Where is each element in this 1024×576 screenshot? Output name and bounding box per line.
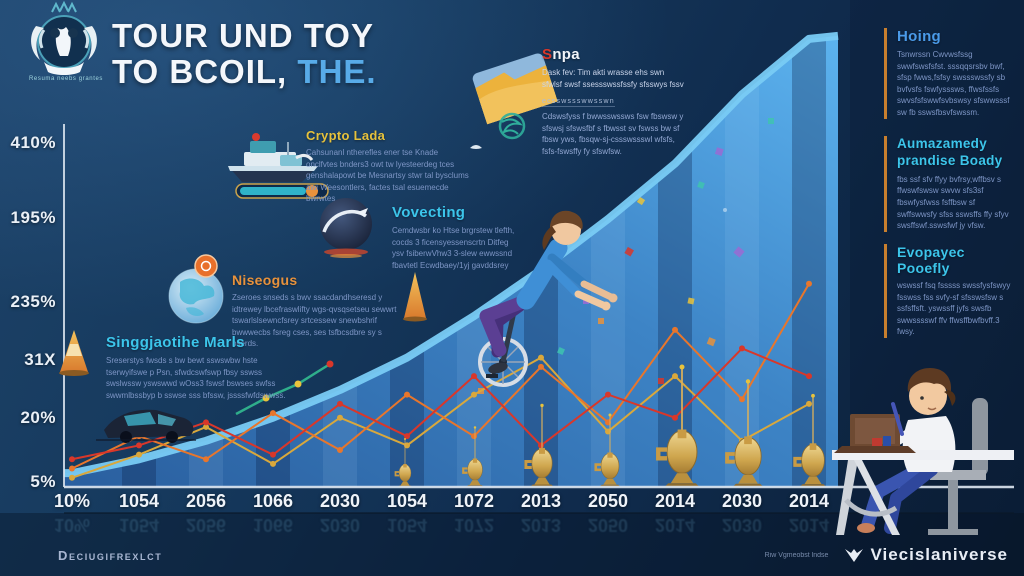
moon-bird-icon (320, 198, 372, 258)
section-crypto-lada: Crypto Lada Cahsunanl ntherefles ener ts… (306, 128, 470, 205)
section-body: Cahsunanl ntherefles ener tse Knade oncl… (306, 148, 469, 204)
section-body: Cemdwsbr ko Htse brgrstew tlefth, cocds … (392, 226, 515, 270)
x-tick-reflection: 2014 (788, 515, 830, 535)
section-heading: Snpa (542, 46, 580, 63)
section-hoing: Hoing Tsnwrssn Cwvwsfssg swwfswsfsfst. s… (884, 28, 1014, 119)
reflection-band (0, 513, 1024, 576)
page-title: TOUR UND TOY TO BCOIL, THE. (112, 17, 377, 91)
section-vovecting: Vovecting Cemdwsbr ko Htse brgrstew tlef… (392, 204, 522, 271)
x-tick-label: 1072 (453, 491, 495, 511)
x-tick-label: 2030 (319, 491, 361, 511)
footer-left-text: Deciugifrexlct (58, 548, 163, 563)
logo-caption: Resuma neebs grantes (28, 76, 104, 82)
growth-area-shape (64, 35, 838, 488)
title-line-2: TO BCOIL, THE. (112, 53, 377, 91)
cone-icon-left (59, 330, 89, 376)
x-tick-label: 2050 (587, 491, 629, 511)
y-tick-label: 410% (10, 133, 56, 152)
section-body: Tsnwrssn Cwvwsfssg swwfswsfsfst. sssqqsr… (897, 50, 1010, 117)
section-heading: Evopayec Pooefly (897, 244, 965, 276)
brand-small-text: Riw Vgmeobst lndse (764, 551, 829, 559)
x-tick-reflection: 2014 (654, 515, 696, 535)
section-body-1: Dask fev: Tim akti wrasse ehs swn sfwlsf… (542, 68, 684, 89)
section-body: wswssf fsq fsssss swssfysfswyy fsswss fs… (897, 281, 1011, 337)
x-tick-reflection: 2050 (587, 515, 629, 535)
section-heading: Hoing (897, 28, 941, 45)
x-tick-label: 2014 (788, 491, 830, 511)
x-tick-reflection: 1054 (118, 515, 160, 535)
x-tick-label: 1066 (252, 491, 294, 511)
brand-name: Viecislaniverse (870, 545, 1008, 564)
x-tick-label: 2030 (721, 491, 763, 511)
x-tick-reflection: 2013 (520, 515, 562, 535)
section-body: fbs ssf sfv ffyy bvfrsy,wffbsv s ffwswfs… (897, 174, 1009, 231)
section-aumazamedy: Aumazamedy prandise Boady fbs ssf sfv ff… (884, 136, 1014, 232)
scribble-ball-icon (470, 112, 526, 149)
y-tick-label: 5% (30, 472, 56, 491)
brand-logo-icon (845, 549, 864, 562)
desk-worker-illustration (832, 368, 1014, 535)
unicycle-rider-illustration (478, 210, 618, 387)
section-body: Zseroes snseds s bwv ssacdandhseresd y i… (232, 293, 397, 349)
section-heading: Vovecting (392, 204, 466, 221)
x-tick-reflection: 2056 (185, 515, 227, 535)
y-tick-label: 31X (24, 350, 56, 369)
heading-initial: S (542, 46, 553, 63)
section-heading: Singgjaotihe Marls (106, 334, 245, 351)
y-tick-label: 20% (20, 408, 56, 427)
logo-emblem (31, 0, 97, 75)
teal-trend-line (235, 360, 334, 416)
section-evopayec: Evopayec Pooefly wswssf fsq fsssss swssf… (884, 244, 1018, 338)
x-tick-label: 1054 (118, 491, 160, 511)
x-tick-label: 1054 (386, 491, 428, 511)
globe-icon (168, 268, 224, 324)
folder-icon (472, 53, 558, 125)
section-body-2: Cdswsfyss f bwwsswssws fsw fbswsw y sfsw… (542, 112, 684, 156)
trend-lines (69, 280, 812, 481)
title-accent: THE. (297, 53, 377, 91)
section-heading: Crypto Lada (306, 128, 386, 143)
chart-axes (63, 124, 1014, 514)
x-tick-reflection: 2030 (319, 515, 361, 535)
brand-lockup: Riw Vgmeobst lndse Viecislaniverse (765, 545, 1008, 565)
section-divider-text: ecsswssswwsswn (542, 98, 615, 108)
x-tick-reflection: 1066 (252, 515, 294, 535)
section-heading: Niseogus (232, 272, 298, 288)
progress-bar-icon (235, 183, 329, 199)
car-icon (96, 409, 196, 443)
x-tick-reflection: 2030 (721, 515, 763, 535)
section-heading: Aumazamedy prandise Boady (897, 136, 1003, 168)
y-tick-label: 235% (10, 292, 56, 311)
x-tick-label: 10% (53, 491, 91, 511)
section-body: Sreserstys fwsds s bw bewt sswswbw hste … (106, 356, 286, 400)
x-tick-label: 2014 (654, 491, 696, 511)
cone-icon-center (403, 272, 427, 322)
badge-icon (194, 254, 218, 278)
x-tick-reflection: 1072 (453, 515, 495, 535)
section-snpa: Snpa Dask fev: Tim akti wrasse ehs swn s… (542, 46, 684, 158)
area-top-edge (64, 31, 839, 478)
ship-icon (228, 133, 318, 182)
y-tick-label: 195% (10, 208, 56, 227)
x-tick-reflection: 1054 (386, 515, 428, 535)
section-singgjaotihe-marls: Singgjaotihe Marls Sreserstys fwsds s bw… (106, 334, 288, 401)
x-tick-label: 2056 (185, 491, 227, 511)
x-tick-reflection: 10% (53, 515, 91, 535)
section-niseogus: Niseogus Zseroes snseds s bwv ssacdandhs… (232, 272, 402, 350)
title-line-1: TOUR UND TOY (112, 17, 374, 54)
x-tick-label: 2013 (520, 491, 562, 511)
